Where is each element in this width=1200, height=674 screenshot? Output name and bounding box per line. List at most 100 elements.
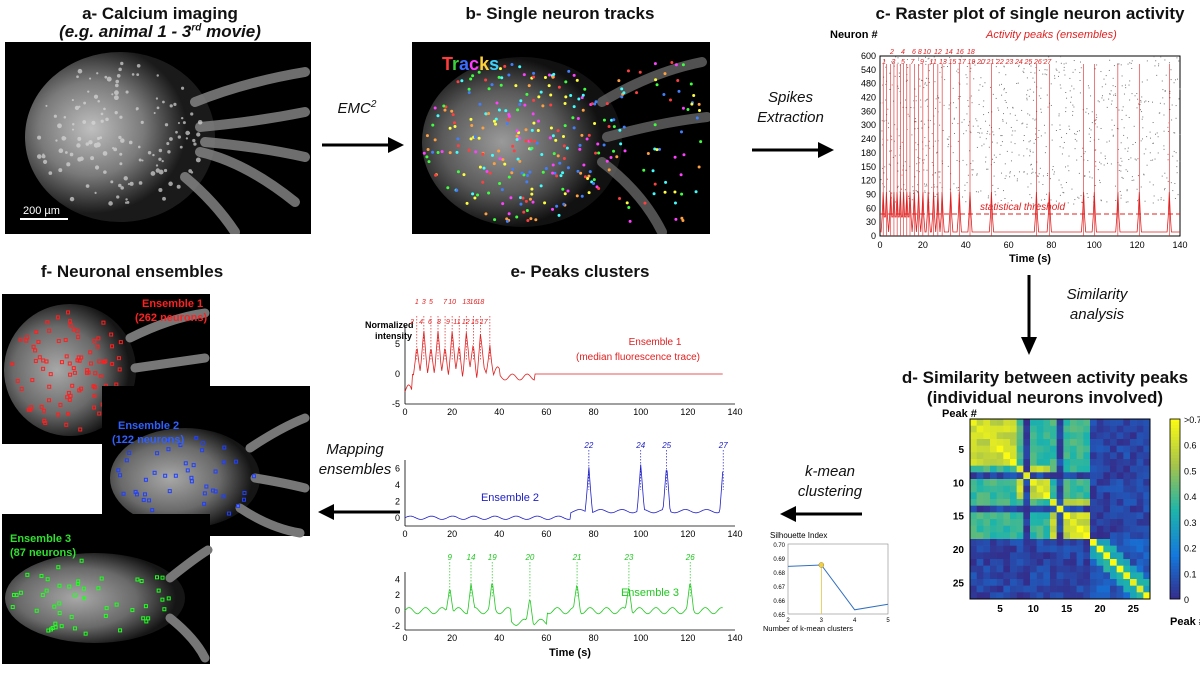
raster-ytick: 120 xyxy=(861,176,876,186)
silhouette-frame xyxy=(787,543,889,615)
ensemble-neuron xyxy=(45,320,50,325)
matrix-frame xyxy=(969,418,1151,600)
colorbar-segment xyxy=(1170,467,1180,471)
matrix-cell xyxy=(996,459,1004,466)
matrix-cell xyxy=(983,532,991,540)
matrix-cell xyxy=(1143,439,1151,446)
arrow-b-to-c xyxy=(752,142,834,158)
matrix-cell xyxy=(996,579,1004,586)
matrix-cell xyxy=(1076,465,1084,473)
matrix-cell xyxy=(1010,472,1017,480)
matrix-cell xyxy=(1143,505,1151,513)
matrix-cell xyxy=(1016,465,1024,473)
matrix-cell xyxy=(1136,572,1144,580)
ensemble-neuron xyxy=(202,491,207,496)
silhouette-xlabel: Number of k-mean clusters xyxy=(763,624,853,633)
ensemble-neuron xyxy=(202,501,207,506)
matrix-cell xyxy=(1090,425,1097,433)
matrix-cell xyxy=(1003,572,1011,580)
matrix-cell xyxy=(990,532,997,540)
ensemble-neuron xyxy=(166,447,171,452)
matrix-cell xyxy=(970,459,977,466)
matrix-cell xyxy=(976,559,984,566)
matrix-cell xyxy=(1083,519,1091,526)
matrix-cell xyxy=(1050,565,1057,573)
matrix-cell xyxy=(1143,479,1151,486)
matrix-cell xyxy=(1103,545,1111,553)
matrix-cell xyxy=(1070,465,1077,473)
matrix-cell xyxy=(1116,419,1124,426)
matrix-cell xyxy=(1130,459,1137,466)
colorbar-frame xyxy=(1169,418,1181,600)
matrix-cell xyxy=(1110,532,1117,540)
ensemble-neuron xyxy=(221,494,226,499)
peaks-xtick: 0 xyxy=(402,529,407,539)
matrix-cell xyxy=(1110,485,1117,493)
matrix-cell xyxy=(1076,585,1084,593)
matrix-cell xyxy=(990,512,997,520)
matrix-cell xyxy=(1096,419,1104,426)
ensemble-neuron xyxy=(71,366,76,371)
matrix-cell xyxy=(1023,579,1031,586)
matrix-cell xyxy=(1010,505,1017,513)
matrix-cell xyxy=(1043,505,1051,513)
peaks-xtick: 60 xyxy=(541,407,551,417)
colorbar-tick: 0.5 xyxy=(1184,466,1197,476)
ensemble-neuron xyxy=(200,441,205,446)
matrix-cell xyxy=(1056,492,1064,500)
matrix-cell xyxy=(1103,419,1111,426)
matrix-cell xyxy=(983,472,991,480)
colorbar-segment xyxy=(1170,440,1180,444)
matrix-cell xyxy=(1056,512,1064,520)
matrix-cell xyxy=(1036,552,1044,560)
colorbar-segment xyxy=(1170,572,1180,576)
matrix-cell xyxy=(1123,472,1131,480)
matrix-cell xyxy=(1050,432,1057,440)
matrix-cell xyxy=(1143,592,1151,600)
matrix-cell xyxy=(1070,579,1077,586)
matrix-cell xyxy=(1130,572,1137,580)
ensemble-neuron xyxy=(92,385,97,390)
matrix-cell xyxy=(970,525,977,533)
matrix-cell xyxy=(983,465,991,473)
ensemble-neuron xyxy=(67,319,72,324)
colorbar-segment xyxy=(1170,584,1180,588)
matrix-cell xyxy=(1116,572,1124,580)
raster-peak-label: 4 xyxy=(901,49,905,56)
ens1-trace xyxy=(404,330,723,393)
colorbar-segment xyxy=(1170,533,1180,537)
matrix-cell xyxy=(1070,452,1077,460)
ensemble-neuron xyxy=(39,573,44,578)
matrix-cell xyxy=(1076,545,1084,553)
matrix-cell xyxy=(1056,419,1064,426)
ensemble-neuron xyxy=(167,489,172,494)
matrix-cell xyxy=(1050,532,1057,540)
matrix-cell xyxy=(1023,465,1031,473)
ensemble-neuron xyxy=(103,613,108,618)
colorbar-segment xyxy=(1170,524,1180,528)
matrix-cell xyxy=(1143,499,1151,506)
matrix-cell xyxy=(1090,532,1097,540)
matrix-cell xyxy=(1010,499,1017,506)
matrix-cell xyxy=(1083,505,1091,513)
matrix-cell xyxy=(1050,452,1057,460)
peaks-ytick: 0 xyxy=(395,513,400,523)
colorbar-segment xyxy=(1170,461,1180,465)
matrix-cell xyxy=(1043,585,1051,593)
matrix-cell xyxy=(1103,432,1111,440)
ensemble-neuron xyxy=(77,358,82,363)
matrix-cell xyxy=(1103,525,1111,533)
colorbar-segment xyxy=(1170,521,1180,525)
matrix-cell xyxy=(970,485,977,493)
matrix-cell xyxy=(1116,552,1124,560)
matrix-cell xyxy=(1050,425,1057,433)
matrix-cell xyxy=(1056,439,1064,446)
matrix-cell xyxy=(1010,572,1017,580)
ensemble-neuron xyxy=(25,572,30,577)
ensemble-neuron xyxy=(160,575,165,580)
matrix-cell xyxy=(1063,505,1071,513)
matrix-xlabel: Peak # xyxy=(1170,616,1200,628)
matrix-cell xyxy=(1023,485,1031,493)
matrix-cell xyxy=(1130,472,1137,480)
peaks-xtick: 20 xyxy=(447,407,457,417)
